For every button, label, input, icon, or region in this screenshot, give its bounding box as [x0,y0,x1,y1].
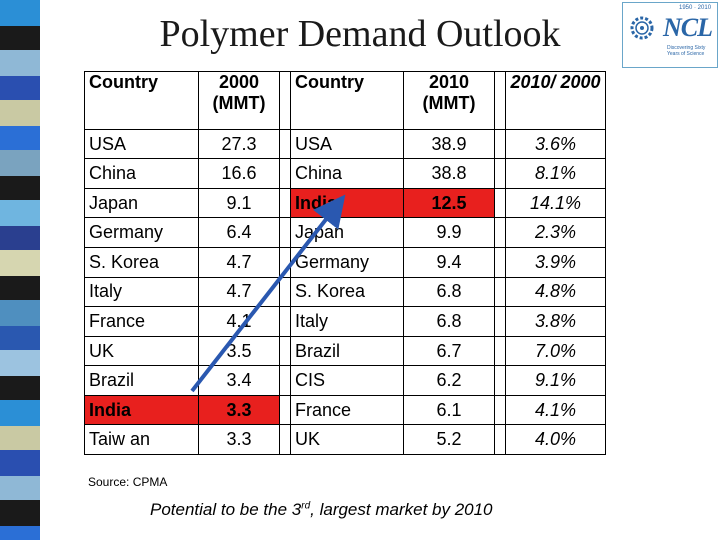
india-growth-arrow [190,194,346,393]
demand-2010-cell: 9.9 [403,217,495,249]
logo-years: 1950 · 2010 [679,5,712,11]
table-row: Taiw an 3.3 UK 5.2 4.0% [84,424,606,455]
table-header-row: Country 2000 (MMT) Country 2010 (MMT) 20… [84,71,606,130]
country-2010-cell: UK [290,424,404,455]
demand-2000-cell: 4.7 [198,247,280,278]
country-2000-cell: China [84,158,199,189]
growth-cell: 9.1% [505,365,606,396]
demand-2000-cell: 9.1 [198,187,280,219]
country-2000-cell: India [84,394,199,426]
country-2010-cell: Brazil [290,335,404,367]
table-row: Brazil 3.4 CIS 6.2 9.1% [84,365,606,396]
header-country-2000: Country [84,71,199,130]
country-2010-cell: Italy [290,306,404,337]
table-row: India 3.3 France 6.1 4.1% [84,394,606,426]
demand-2000-cell: 3.3 [198,394,280,426]
country-2000-cell: Italy [84,276,199,308]
decorative-color-strip [0,0,40,540]
country-2000-cell: Taiw an [84,424,199,455]
footer-text: Potential to be the 3 [150,500,302,519]
country-2000-cell: Japan [84,187,199,219]
slide-title: Polymer Demand Outlook [159,13,561,55]
demand-2010-cell: 6.8 [403,306,495,337]
growth-cell: 4.1% [505,394,606,426]
growth-cell: 14.1% [505,187,606,219]
table-row: France 4.1 Italy 6.8 3.8% [84,306,606,337]
country-2000-cell: France [84,306,199,337]
country-2010-cell: S. Korea [290,276,404,308]
polymer-demand-table: Country 2000 (MMT) Country 2010 (MMT) 20… [84,71,606,455]
demand-2000-cell: 4.7 [198,276,280,308]
logo-tagline: Discovering Sixty Years of Science [667,45,706,57]
demand-2010-cell: 12.5 [403,187,495,219]
demand-2010-cell: 38.9 [403,128,495,160]
demand-2010-cell: 5.2 [403,424,495,455]
demand-2000-cell: 4.1 [198,306,280,337]
source-note: Source: CPMA [88,475,168,489]
institute-logo: 1950 · 2010 NCL Discovering Sixty Years … [622,2,718,68]
country-2000-cell: UK [84,335,199,367]
growth-cell: 2.3% [505,217,606,249]
growth-cell: 7.0% [505,335,606,367]
header-2000-mmt: 2000 (MMT) [198,71,280,130]
table-row: S. Korea 4.7 Germany 9.4 3.9% [84,247,606,278]
demand-2010-cell: 6.2 [403,365,495,396]
demand-2010-cell: 38.8 [403,158,495,189]
footer-superscript: rd [301,500,311,512]
country-2000-cell: Germany [84,217,199,249]
header-country-2010: Country [290,71,404,130]
country-2010-cell: Germany [290,247,404,278]
footer-caption: Potential to be the 3rd, largest market … [150,500,493,520]
logo-text: NCL [663,13,713,42]
growth-cell: 3.6% [505,128,606,160]
gear-icon [630,16,654,40]
header-growth: 2010/ 2000 [505,71,606,130]
demand-2010-cell: 9.4 [403,247,495,278]
growth-cell: 4.0% [505,424,606,455]
table-row: USA 27.3 USA 38.9 3.6% [84,128,606,160]
country-2010-cell: France [290,394,404,426]
demand-2000-cell: 3.5 [198,335,280,367]
growth-cell: 3.9% [505,247,606,278]
table-row: UK 3.5 Brazil 6.7 7.0% [84,335,606,367]
growth-cell: 3.8% [505,306,606,337]
demand-2000-cell: 3.3 [198,424,280,455]
header-2010-mmt: 2010 (MMT) [403,71,495,130]
footer-text-end: , largest market by 2010 [310,500,493,519]
table-row: China 16.6 China 38.8 8.1% [84,158,606,189]
growth-cell: 4.8% [505,276,606,308]
table-row: Italy 4.7 S. Korea 6.8 4.8% [84,276,606,308]
